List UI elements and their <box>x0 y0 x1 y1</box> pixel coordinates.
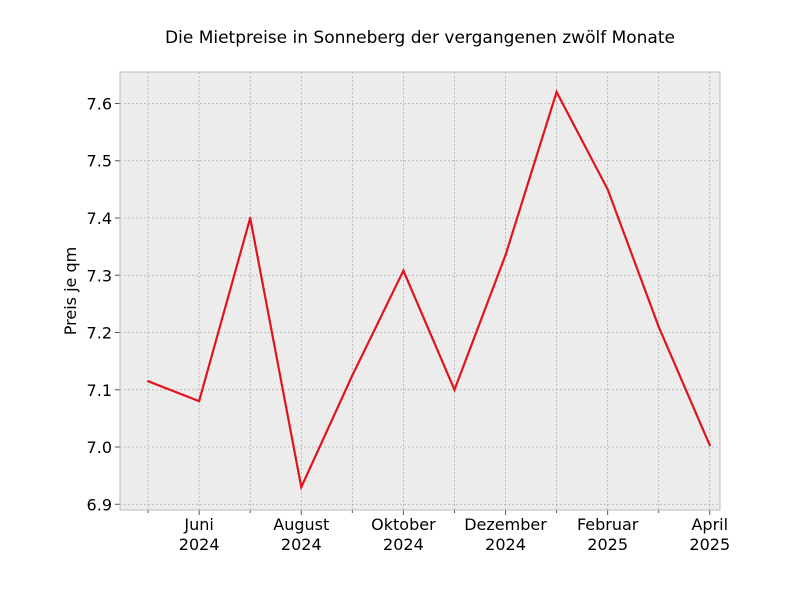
y-tick-label: 7.4 <box>87 209 112 228</box>
x-tick-year: 2024 <box>281 535 322 554</box>
data-point <box>657 325 660 328</box>
y-tick-label: 7.5 <box>87 152 112 171</box>
data-point <box>198 400 201 403</box>
chart-title: Die Mietpreise in Sonneberg der vergange… <box>165 28 675 48</box>
x-tick-year: 2025 <box>689 535 730 554</box>
y-tick-label: 7.1 <box>87 381 112 400</box>
x-tick-label: Oktober <box>371 515 436 534</box>
y-tick-label: 6.9 <box>87 495 112 514</box>
x-tick-label: Februar <box>577 515 639 534</box>
x-tick-label: August <box>273 515 329 534</box>
x-tick-year: 2024 <box>179 535 220 554</box>
grid <box>120 72 720 510</box>
data-point <box>351 374 354 377</box>
x-tick-year: 2025 <box>587 535 628 554</box>
y-axis-label: Preis je qm <box>61 247 80 335</box>
plot-area <box>120 72 720 510</box>
series-line <box>147 89 711 491</box>
x-tick-label: Dezember <box>464 515 547 534</box>
data-point <box>453 388 456 391</box>
y-tick-label: 7.2 <box>87 324 112 343</box>
data-point <box>504 254 507 257</box>
x-tick-label: April <box>691 515 728 534</box>
x-axis: Juni2024August2024Oktober2024Dezember202… <box>179 510 730 554</box>
y-tick-label: 7.0 <box>87 438 112 457</box>
data-point <box>249 216 252 220</box>
series-group <box>146 89 711 491</box>
data-point <box>402 269 405 272</box>
plot-frame <box>119 71 721 511</box>
data-point <box>300 485 303 489</box>
x-tick-year: 2024 <box>383 535 424 554</box>
data-point <box>146 380 150 383</box>
y-axis: 6.9 7.0 7.1 7.2 7.3 7.4 7.5 7.6 <box>87 94 120 514</box>
y-tick-label: 7.6 <box>87 94 112 113</box>
data-point <box>555 90 558 94</box>
data-point <box>606 188 609 191</box>
data-point <box>708 444 711 447</box>
y-tick-label: 7.3 <box>87 266 112 285</box>
x-tick-label: Juni <box>183 515 213 534</box>
x-tick-year: 2024 <box>485 535 526 554</box>
